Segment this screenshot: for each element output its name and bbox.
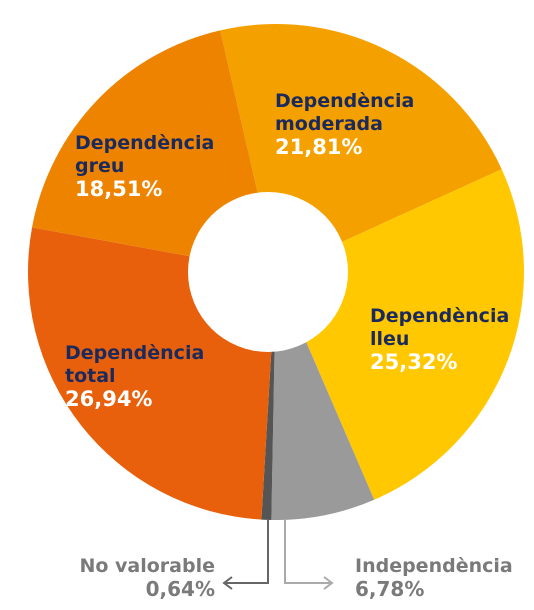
connector	[226, 520, 269, 584]
arrow-head	[222, 576, 233, 590]
value-label: 26,94%	[65, 387, 153, 411]
slice-label: Dependència greu 18,51%	[75, 132, 225, 201]
value-label: 18,51%	[75, 177, 163, 201]
category-label: Dependència lleu	[370, 305, 510, 350]
value-label: 25,32%	[370, 350, 458, 374]
category-label: Dependència moderada	[275, 90, 415, 135]
slice-label: Dependència total 26,94%	[65, 342, 215, 411]
value-label: 21,81%	[275, 135, 363, 159]
slice	[32, 30, 276, 272]
category-label: No valorable	[79, 555, 215, 577]
slice-label: Dependència lleu 25,32%	[370, 305, 520, 374]
category-label: Independència	[355, 555, 513, 577]
connector	[284, 520, 330, 584]
value-label: 0,64%	[145, 577, 215, 601]
category-label: Dependència total	[65, 342, 205, 387]
category-label: Dependència greu	[75, 132, 215, 177]
slice-label: Independència 6,78%	[355, 555, 530, 601]
value-label: 6,78%	[355, 577, 425, 601]
arrow-head	[323, 576, 334, 590]
slice-label: No valorable 0,64%	[40, 555, 215, 601]
donut-hole	[188, 192, 348, 352]
slice-label: Dependència moderada 21,81%	[275, 90, 425, 159]
